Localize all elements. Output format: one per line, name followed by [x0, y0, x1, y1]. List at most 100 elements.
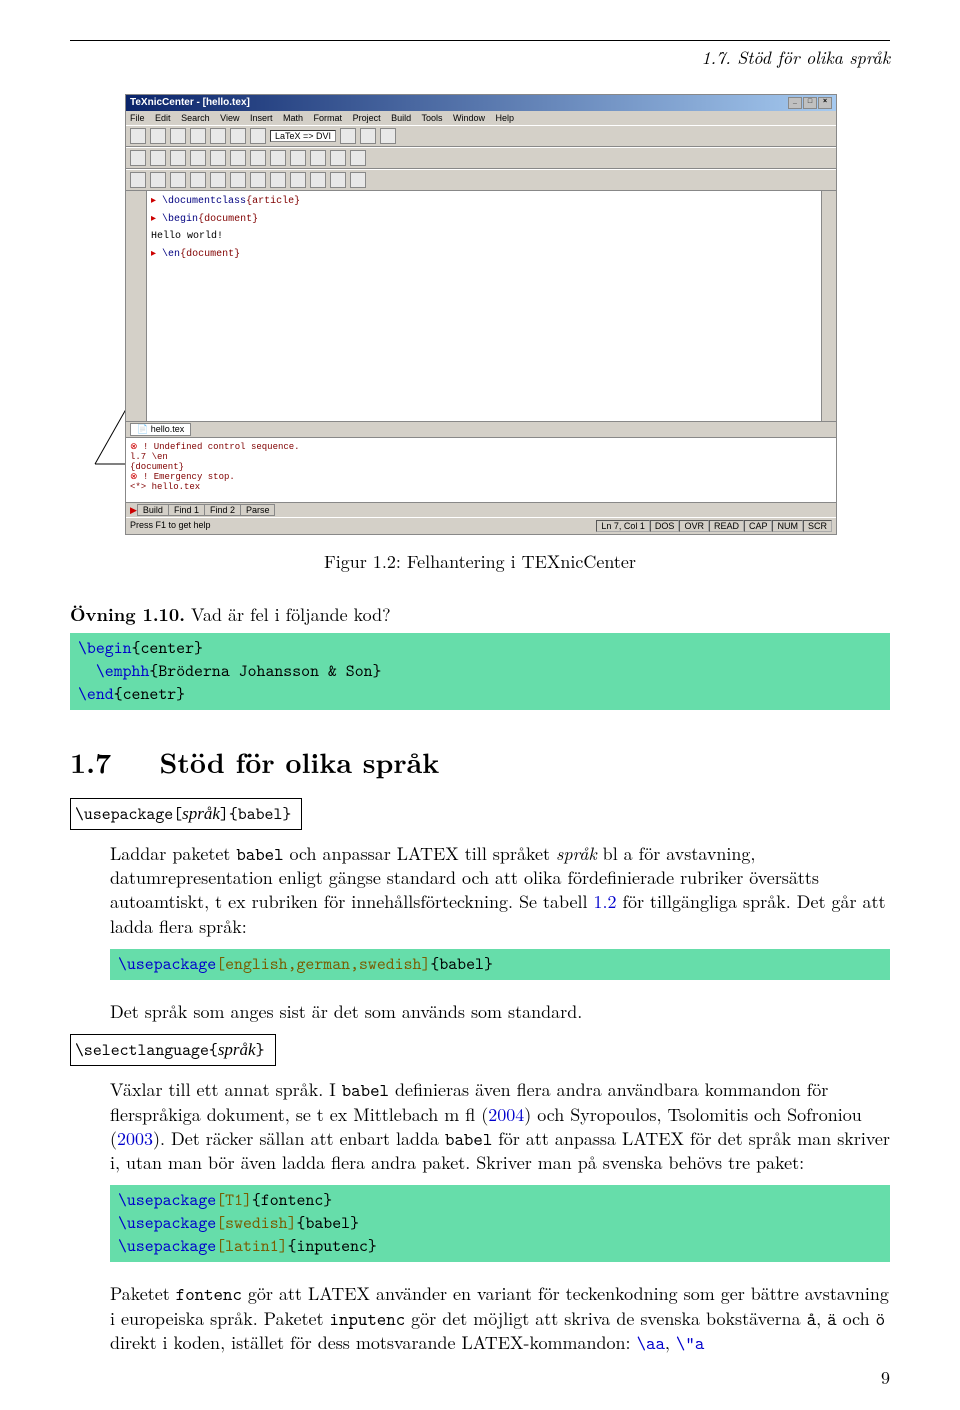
toolbar-1: LaTeX => DVI	[126, 125, 836, 147]
menu-format: Format	[314, 113, 343, 123]
exercise-heading: Övning 1.10. Vad är fel i följande kod?	[70, 602, 890, 627]
tb-icon	[150, 150, 166, 166]
running-head: 1.7. Stöd för olika språk	[70, 45, 890, 70]
maximize-icon: □	[803, 97, 817, 109]
menu-search: Search	[181, 113, 210, 123]
window-title: TeXnicCenter - [hello.tex]	[130, 97, 250, 109]
outtab-find1: Find 1	[168, 504, 205, 516]
tb-icon	[250, 150, 266, 166]
tb-icon	[350, 172, 366, 188]
build-profile-combo: LaTeX => DVI	[270, 130, 336, 142]
tb-icon	[230, 128, 246, 144]
status-ln: Ln 7, Col 1	[596, 520, 650, 532]
tb-icon	[170, 172, 186, 188]
ed-l1-cs: \documentclass	[162, 196, 246, 207]
ed-l2-arg: {document}	[198, 214, 258, 225]
menu-view: View	[220, 113, 239, 123]
status-scr: SCR	[803, 520, 832, 532]
menu-file: File	[130, 113, 145, 123]
cmd-selectlanguage: \selectlanguage{språk}	[70, 1034, 276, 1066]
tb-icon	[190, 128, 206, 144]
tb-icon	[270, 150, 286, 166]
tb-icon	[150, 128, 166, 144]
section-heading: 1.7 Stöd för olika språk	[70, 742, 890, 782]
tb-icon	[330, 150, 346, 166]
ed-l4-arg: {document}	[180, 249, 240, 260]
minimize-icon: _	[788, 97, 802, 109]
output-pane: ⊗ ! Undefined control sequence. l.7 \en …	[126, 437, 836, 502]
status-ovr: OVR	[679, 520, 709, 532]
para-1: Laddar paketet babel och anpassar LATEX …	[110, 842, 890, 939]
editor-pane: ▸ \documentclass{article} ▸ \begin{docum…	[147, 191, 821, 421]
menu-tools: Tools	[421, 113, 442, 123]
status-help: Press F1 to get help	[130, 520, 211, 532]
toolbar-2	[126, 147, 836, 169]
menubar: File Edit Search View Insert Math Format…	[126, 111, 836, 125]
tb-icon	[130, 150, 146, 166]
menu-window: Window	[453, 113, 485, 123]
tb-icon	[380, 128, 396, 144]
toolbar-3	[126, 169, 836, 191]
tb-icon	[190, 150, 206, 166]
tb-icon	[130, 128, 146, 144]
statusbar: Press F1 to get help Ln 7, Col 1 DOS OVR…	[126, 517, 836, 534]
tb-icon	[340, 128, 356, 144]
para-3: Växlar till ett annat språk. I babel def…	[110, 1078, 890, 1175]
tb-icon	[190, 172, 206, 188]
tb-icon	[230, 150, 246, 166]
code-exercise: \begin{center} \emphh{Bröderna Johansson…	[70, 633, 890, 710]
out-l5: <*> hello.tex	[130, 482, 832, 492]
tb-icon	[330, 172, 346, 188]
cmd-usepackage-babel: \usepackage[språk]{babel}	[70, 798, 302, 830]
ed-l2-cs: \begin	[162, 214, 198, 225]
status-mode: DOS	[650, 520, 680, 532]
status-num: NUM	[772, 520, 803, 532]
menu-help: Help	[496, 113, 515, 123]
tb-icon	[360, 128, 376, 144]
page-number: 9	[70, 1365, 890, 1390]
tb-icon	[130, 172, 146, 188]
tb-icon	[250, 128, 266, 144]
tb-icon	[170, 150, 186, 166]
figure-caption: Figur 1.2: Felhantering i TEXnicCenter	[70, 549, 890, 574]
output-tabs: ▶BuildFind 1Find 2Parse	[126, 502, 836, 517]
tb-icon	[150, 172, 166, 188]
menu-project: Project	[353, 113, 381, 123]
tb-icon	[310, 150, 326, 166]
code-multi-lang: \usepackage[english,german,swedish]{babe…	[110, 949, 890, 980]
outtab-build: Build	[137, 504, 169, 516]
ed-l1-arg: {article}	[246, 196, 300, 207]
tb-icon	[250, 172, 266, 188]
menu-build: Build	[391, 113, 411, 123]
ed-l4-cs: \en	[162, 249, 180, 260]
para-4: Paketet fontenc gör att LATEX använder e…	[110, 1282, 890, 1355]
tb-icon	[290, 150, 306, 166]
outtab-parse: Parse	[240, 504, 276, 516]
tb-icon	[230, 172, 246, 188]
tb-icon	[350, 150, 366, 166]
nav-sidebar	[126, 191, 147, 421]
out-l1: ! Undefined control sequence.	[143, 442, 300, 452]
status-read: READ	[709, 520, 744, 532]
menu-insert: Insert	[250, 113, 273, 123]
tb-icon	[210, 128, 226, 144]
tb-icon	[290, 172, 306, 188]
ed-l3: Hello world!	[151, 231, 817, 242]
tb-icon	[270, 172, 286, 188]
file-tab: 📄 hello.tex	[130, 423, 191, 436]
tb-icon	[210, 150, 226, 166]
tb-icon	[310, 172, 326, 188]
header-rule	[70, 40, 890, 41]
out-l4: ! Emergency stop.	[143, 472, 235, 482]
out-l2: l.7 \en	[130, 452, 832, 462]
status-cap: CAP	[744, 520, 773, 532]
code-three-packages: \usepackage[T1]{fontenc} \usepackage[swe…	[110, 1185, 890, 1262]
out-l3: {document}	[130, 462, 832, 472]
tb-icon	[170, 128, 186, 144]
menu-math: Math	[283, 113, 303, 123]
window-titlebar: TeXnicCenter - [hello.tex] _ □ ×	[126, 95, 836, 111]
para-2: Det språk som anges sist är det som anvä…	[110, 1000, 890, 1024]
editor-tabbar: 📄 hello.tex	[126, 421, 836, 437]
scrollbar	[821, 191, 836, 421]
menu-edit: Edit	[155, 113, 171, 123]
